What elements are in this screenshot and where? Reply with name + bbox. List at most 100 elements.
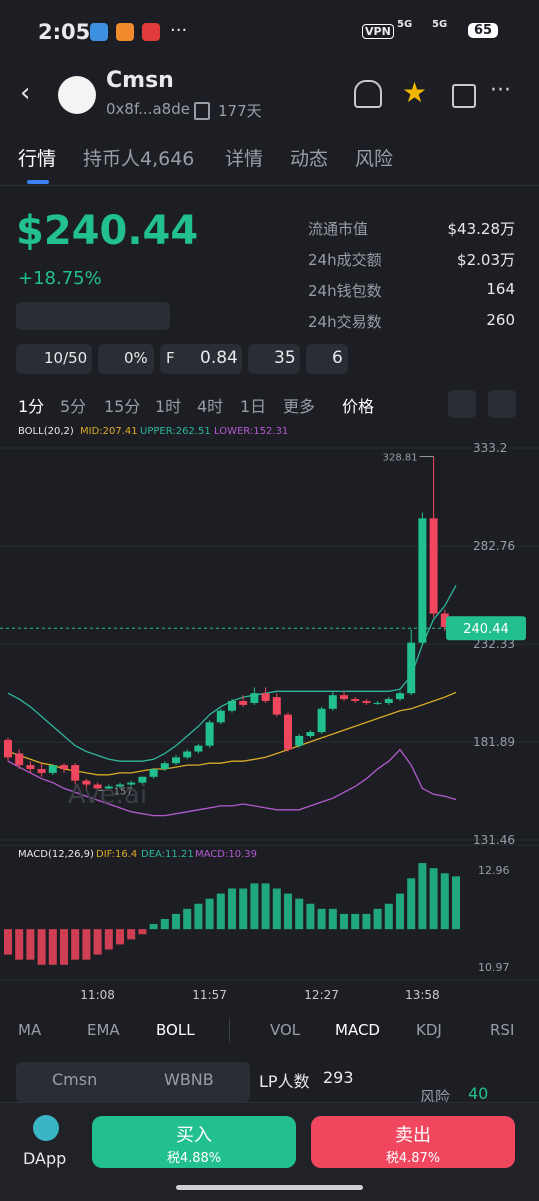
stat-value: 260: [486, 311, 515, 329]
macd-bar: [15, 929, 24, 960]
candle-body: [429, 518, 438, 614]
candle-body: [351, 699, 360, 701]
indicator-tab[interactable]: BOLL: [156, 1021, 195, 1039]
badge-text: 35: [274, 348, 296, 368]
macd-bar: [172, 913, 180, 930]
x-tick-label: 12:27: [304, 988, 339, 1002]
badge[interactable]: 10/50: [16, 344, 92, 374]
share-icon[interactable]: [452, 84, 476, 108]
macd-bar: [194, 903, 203, 930]
interval[interactable]: 1日: [240, 397, 267, 416]
divider: [229, 1018, 230, 1042]
indicator-tab[interactable]: RSI: [490, 1021, 515, 1039]
candle-body: [160, 763, 169, 770]
bell-icon[interactable]: [354, 80, 382, 108]
buy-button[interactable]: 买入 税4.88%: [92, 1116, 296, 1168]
candle-body: [172, 757, 180, 764]
buy-label: 买入: [176, 1125, 212, 1146]
indicator-tab[interactable]: KDJ: [416, 1021, 442, 1039]
candle-body: [60, 765, 68, 770]
pair-base[interactable]: Cmsn: [52, 1070, 98, 1089]
sell-button[interactable]: 卖出 税4.87%: [311, 1116, 515, 1168]
x-tick-label: 11:57: [192, 988, 227, 1002]
price-mode[interactable]: 价格: [342, 397, 375, 416]
time: 2:05: [38, 20, 91, 44]
macd-title: MACD(12,26,9): [18, 849, 94, 860]
menu-dots[interactable]: ···: [490, 78, 511, 103]
interval[interactable]: 更多: [283, 397, 316, 416]
candle-body: [384, 699, 393, 703]
back-button[interactable]: ‹: [20, 78, 31, 108]
badge[interactable]: F 0.84: [160, 344, 242, 374]
badge-text: F: [166, 349, 175, 367]
indicator-tab[interactable]: EMA: [87, 1021, 120, 1039]
macd-bar: [205, 898, 214, 930]
macd-value: MACD:10.39: [195, 849, 257, 860]
indicator-tab[interactable]: MA: [18, 1021, 42, 1039]
macd-bar: [272, 888, 281, 930]
tab[interactable]: 持币人4,646: [83, 148, 195, 170]
tool-button[interactable]: [448, 390, 476, 418]
macd-bar: [429, 868, 438, 930]
tab[interactable]: 动态: [290, 148, 329, 170]
badge[interactable]: 6: [306, 344, 348, 374]
dapp-label[interactable]: DApp: [23, 1149, 67, 1168]
macd-bar: [407, 878, 416, 930]
network: 5G: [397, 19, 413, 30]
tab[interactable]: 详情: [225, 148, 264, 170]
macd-bar: [82, 929, 91, 960]
candle-body: [194, 745, 203, 752]
macd-bar: [373, 908, 382, 930]
social-links[interactable]: [16, 302, 170, 330]
dapp-icon[interactable]: [33, 1115, 59, 1141]
copy-icon[interactable]: [194, 102, 210, 120]
macd-bar: [228, 888, 236, 930]
macd-bar: [295, 898, 304, 930]
macd-bar: [306, 903, 315, 930]
candle-body: [440, 613, 449, 628]
star-icon[interactable]: ★: [402, 76, 428, 109]
interval[interactable]: 4时: [197, 397, 224, 416]
badge-text: 10/50: [44, 349, 88, 367]
candle-body: [261, 693, 270, 701]
divider: [0, 185, 539, 186]
tool-button[interactable]: [488, 390, 516, 418]
boll-lower: [7, 748, 457, 817]
home-indicator: [176, 1185, 363, 1190]
app-icon: [90, 23, 108, 41]
stat-label: 24h钱包数: [308, 282, 382, 300]
candle-body: [104, 786, 113, 789]
candle-body: [295, 735, 304, 746]
indicator-title: BOLL(20,2): [18, 426, 74, 437]
interval[interactable]: 1时: [155, 397, 182, 416]
stat-label: 24h交易数: [308, 313, 382, 331]
macd-bar: [261, 883, 270, 930]
candle-body: [228, 700, 236, 711]
candle-body: [15, 753, 24, 766]
macd-bar: [60, 929, 68, 965]
indicator-tab[interactable]: VOL: [270, 1021, 301, 1039]
interval[interactable]: 15分: [104, 397, 141, 416]
candle-body: [149, 769, 158, 777]
legend-mid: MID:207.41: [80, 426, 138, 437]
address[interactable]: 0x8f...a8de: [106, 100, 190, 118]
interval[interactable]: 5分: [60, 397, 87, 416]
pair-switch[interactable]: [16, 1062, 250, 1102]
y-tick-label: 131.46: [473, 833, 515, 847]
app-icon: [142, 23, 160, 41]
interval[interactable]: 1分: [18, 397, 45, 416]
badge[interactable]: 35: [248, 344, 300, 374]
macd-bar: [396, 893, 404, 930]
candle-body: [239, 700, 248, 705]
buy-tax: 税4.88%: [166, 1151, 222, 1166]
candle-body: [396, 693, 404, 700]
indicator-tab[interactable]: MACD: [335, 1021, 380, 1039]
macd-bar: [452, 876, 460, 930]
tab[interactable]: 风险: [355, 148, 394, 170]
tab[interactable]: 行情: [18, 148, 57, 170]
pair-quote[interactable]: WBNB: [164, 1070, 214, 1089]
watermark: Ave.ai: [68, 780, 148, 810]
badge[interactable]: 0%: [98, 344, 154, 374]
candle-body: [71, 765, 80, 781]
